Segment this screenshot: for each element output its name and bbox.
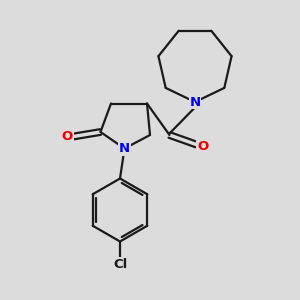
Text: N: N (119, 142, 130, 155)
Text: O: O (62, 130, 73, 143)
Text: Cl: Cl (113, 257, 127, 271)
Text: O: O (197, 140, 208, 153)
Text: N: N (189, 95, 201, 109)
